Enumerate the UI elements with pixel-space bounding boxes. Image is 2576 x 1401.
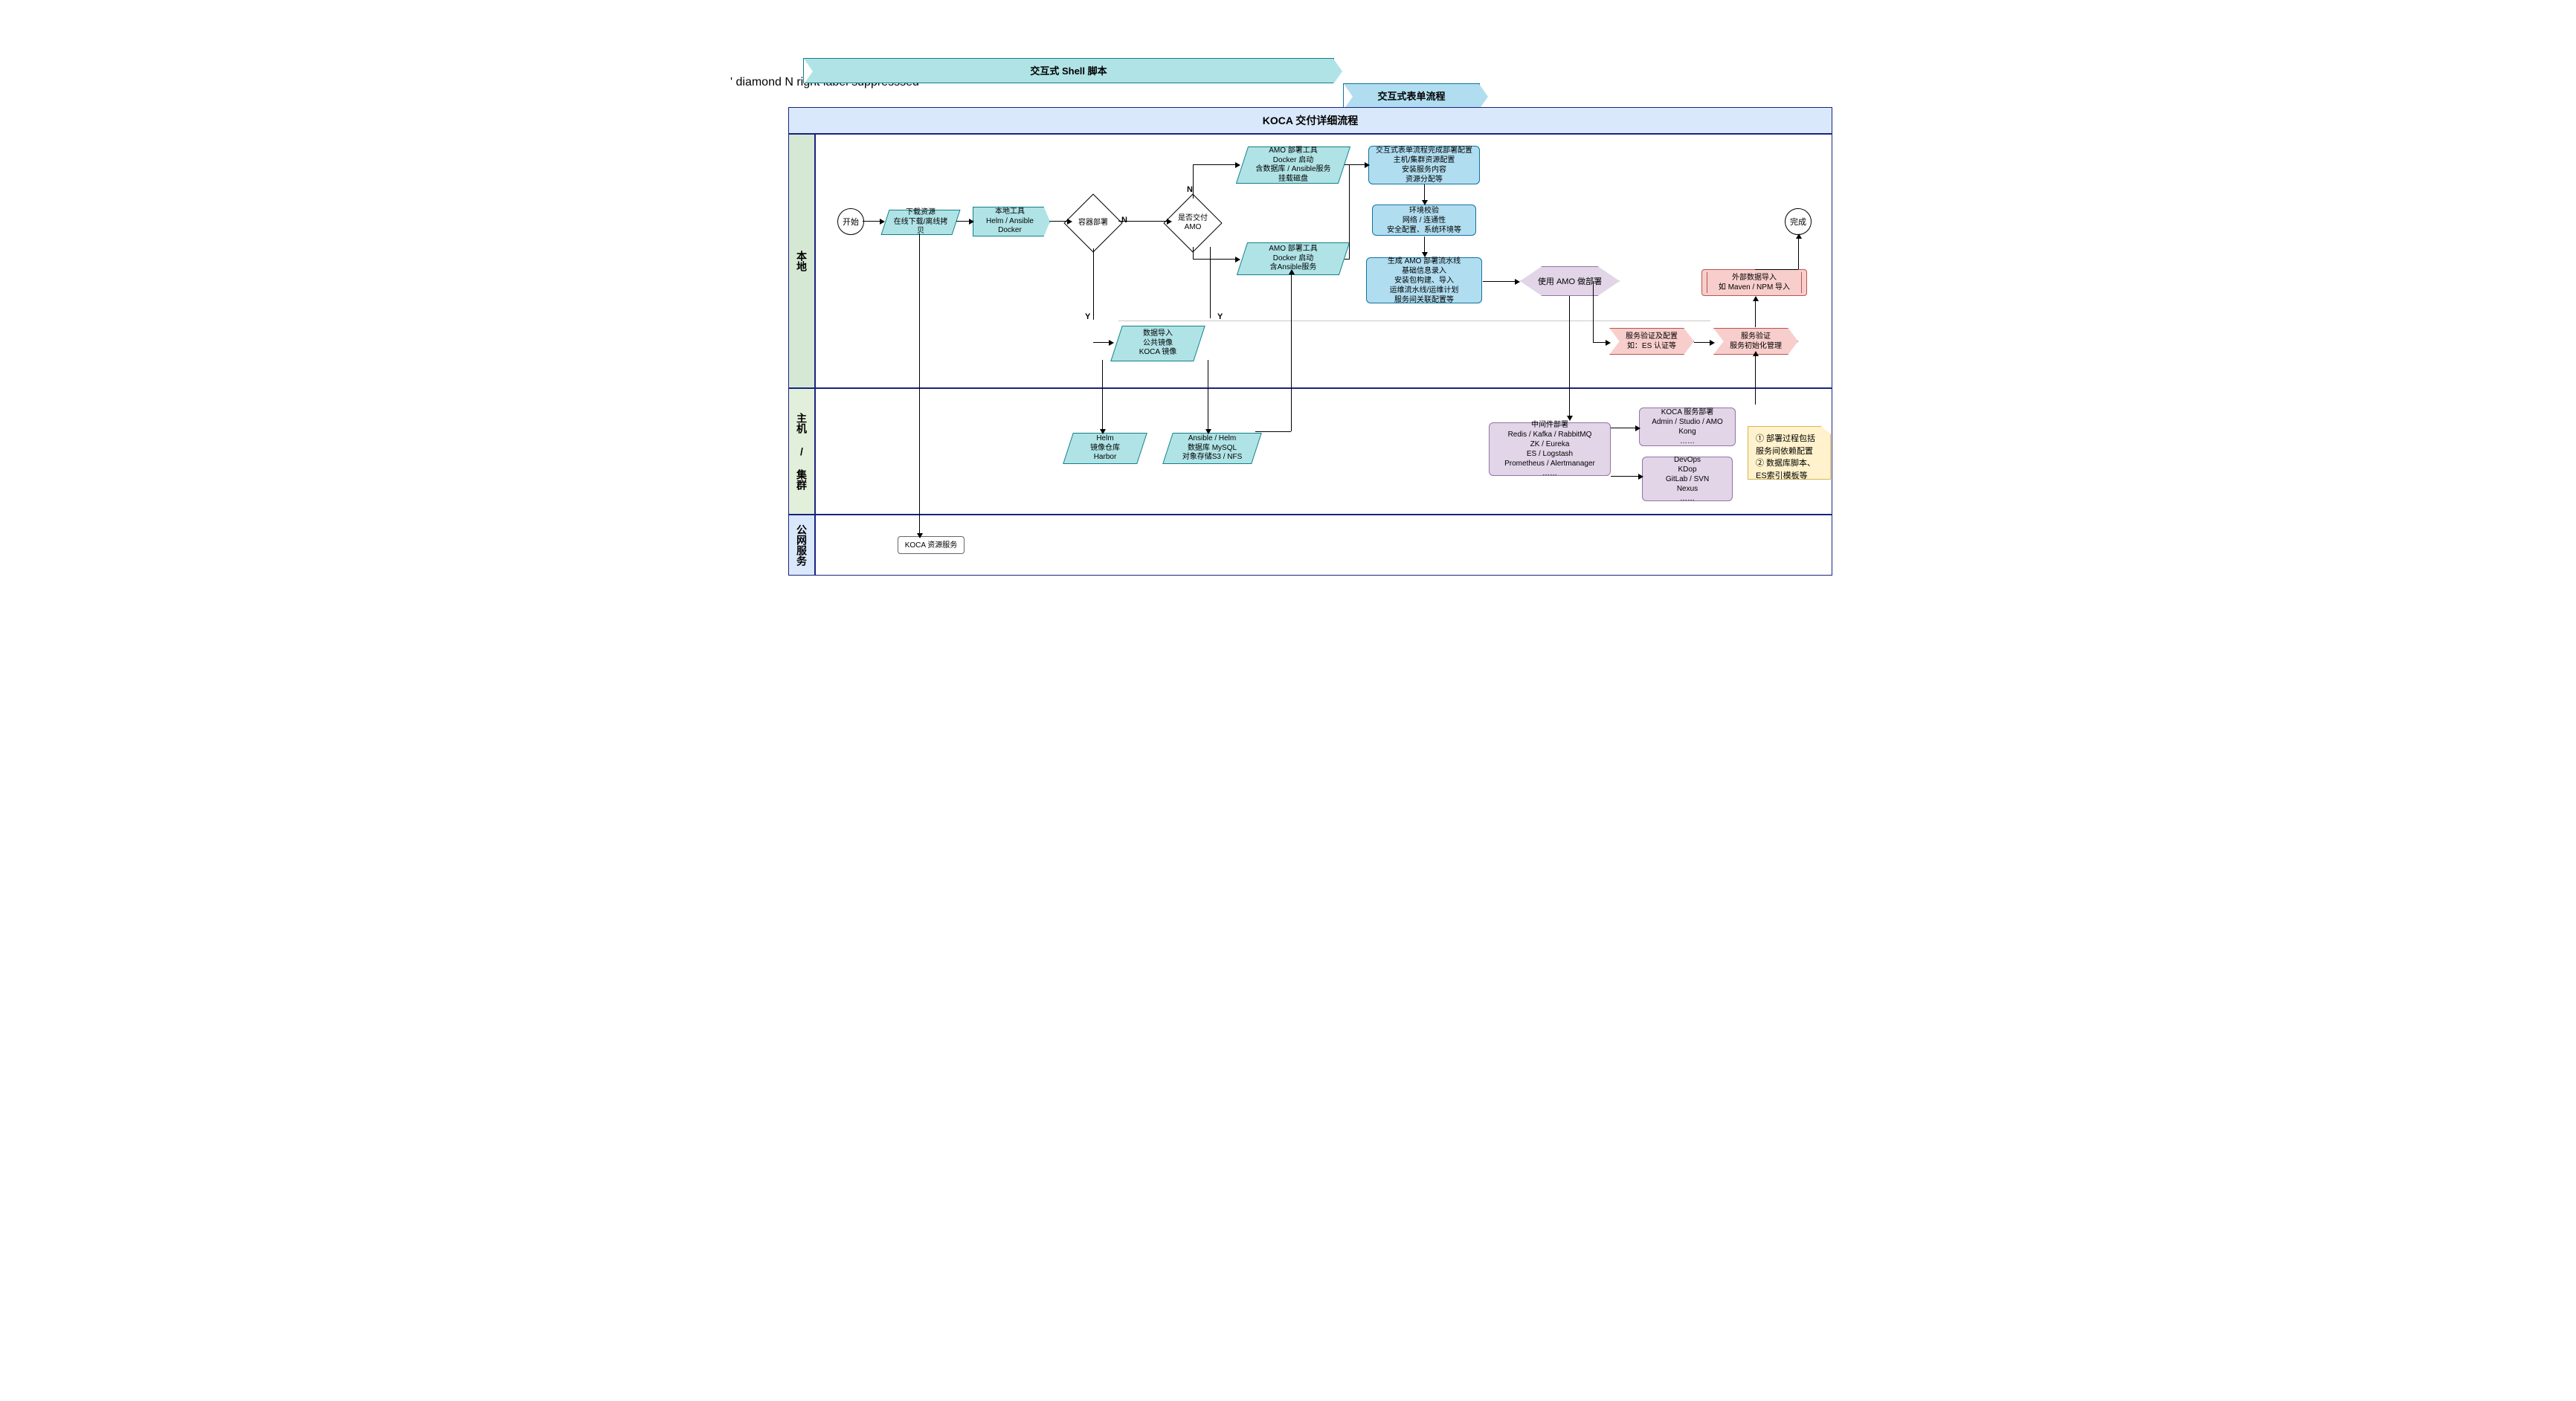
main-title-bar: KOCA 交付详细流程: [788, 107, 1832, 134]
edge: [1755, 269, 1798, 270]
edge: [1102, 360, 1103, 430]
edge: [1193, 164, 1194, 199]
edge: [1349, 164, 1350, 259]
phase-form: 交互式表单流程: [1343, 83, 1480, 109]
diagram-canvas: 交互式 Shell 脚本 [data-name="phase-shell"]::…: [730, 0, 1846, 610]
edge: [1593, 342, 1606, 343]
edge: [1093, 342, 1110, 343]
form-config-node: 交互式表单流程完成部署配置 主机/集群资源配置 安装服务内容 资源分配等: [1368, 146, 1480, 184]
d1-label-n: N: [1121, 216, 1127, 225]
edge: [1193, 247, 1194, 259]
phase-form-label: 交互式表单流程: [1377, 91, 1445, 102]
edge: [1050, 221, 1068, 222]
amo-full-node: AMO 部署工具 Docker 启动 含数据库 / Ansible服务 挂载磁盘: [1236, 146, 1350, 184]
phase-shell-label: 交互式 Shell 脚本: [1030, 65, 1107, 77]
edge: [1798, 238, 1799, 269]
lane-label-public: 公网服务: [788, 515, 815, 576]
edge: [1483, 281, 1516, 282]
d1-label-y: Y: [1085, 312, 1090, 321]
d2-label-n-up: N: [1187, 185, 1193, 194]
edge: [1102, 422, 1103, 430]
public-svc-node: KOCA 资源服务: [898, 536, 965, 554]
edge: [956, 221, 970, 222]
lane-label-host: 主机 / 集群: [788, 388, 815, 515]
d2-label-y: Y: [1217, 312, 1223, 321]
edge: [1093, 248, 1094, 320]
start-node: 开始: [837, 208, 864, 235]
env-check-node: 环境校验 网络 / 连通性 安全配置、系统环境等: [1372, 204, 1476, 236]
edge: [1424, 184, 1425, 201]
edge: [1424, 236, 1425, 253]
ext-import-node: 外部数据导入 如 Maven / NPM 导入: [1701, 269, 1807, 296]
data-import-node: 数据导入 公共镜像 KOCA 镜像: [1110, 326, 1205, 361]
download-node: 下载资源 在线下载/离线拷贝: [880, 210, 960, 235]
edge: [1593, 281, 1594, 342]
edge: [1345, 164, 1365, 165]
middleware-node: 中间件部署 Redis / Kafka / RabbitMQ ZK / Eure…: [1489, 422, 1611, 476]
edge: [1569, 296, 1570, 416]
lane-public: [815, 515, 1832, 576]
edge: [1210, 247, 1211, 318]
edge: [1255, 431, 1291, 432]
edge: [1755, 355, 1756, 356]
deployment-note: ① 部署过程包括服务间依赖配置 ② 数据库脚本、ES索引模板等: [1748, 426, 1831, 480]
edge: [1193, 259, 1236, 260]
edge: [1118, 221, 1168, 222]
edge: [919, 525, 920, 534]
edge: [1345, 259, 1350, 260]
localtool-node: 本地工具 Helm / Ansible Docker: [973, 207, 1050, 236]
edge: [1755, 300, 1756, 327]
main-title: KOCA 交付详细流程: [1263, 115, 1359, 126]
edge: [1694, 342, 1710, 343]
end-node: 完成: [1785, 208, 1812, 235]
phase-shell: 交互式 Shell 脚本: [803, 58, 1334, 83]
edge: [1611, 476, 1639, 477]
gen-pipeline-node: 生成 AMO 部署流水线 基础信息录入 安装包构建、导入 运维流水线/运维计划 …: [1366, 257, 1482, 303]
helm-node: Helm 镜像仓库 Harbor: [1063, 433, 1147, 464]
edge: [1193, 164, 1236, 165]
koca-svc-node: KOCA 服务部署 Admin / Studio / AMO Kong ……: [1639, 408, 1736, 446]
lane-label-local: 本地: [788, 134, 815, 388]
devops-node: DevOps KDop GitLab / SVN Nexus ……: [1642, 457, 1733, 501]
ansible-node: Ansible / Helm 数据库 MySQL 对象存储S3 / NFS: [1162, 433, 1262, 464]
edge: [919, 234, 920, 532]
svc-config-node: 服务验证及配置 如：ES 认证等: [1609, 328, 1694, 355]
edge: [1291, 274, 1292, 431]
edge: [1755, 355, 1756, 405]
edge: [863, 221, 880, 222]
